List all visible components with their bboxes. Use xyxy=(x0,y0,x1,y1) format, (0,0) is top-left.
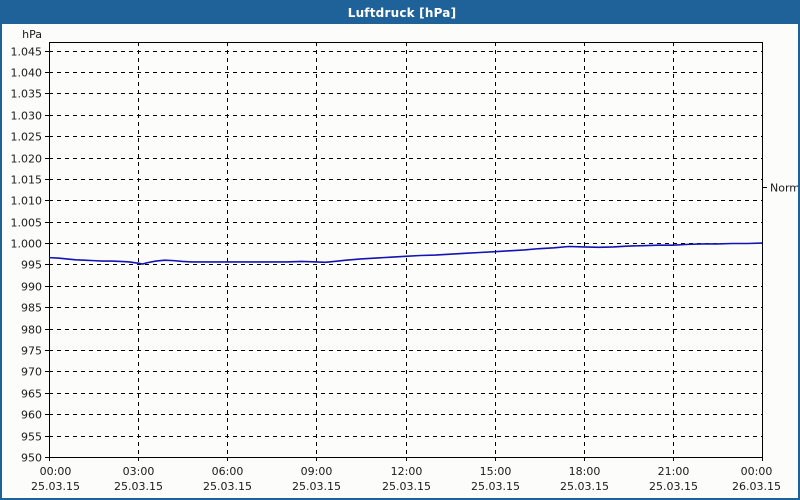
y-axis-tick-label: 985 xyxy=(21,302,42,315)
y-axis-tick-label: 975 xyxy=(21,345,42,358)
series-lines xyxy=(48,242,763,265)
annotations: Normal xyxy=(762,182,798,195)
window-title-bar: Luftdruck [hPa] xyxy=(2,2,798,24)
x-axis-time-label: 21:00 xyxy=(658,465,690,478)
y-axis-tick-label: 1.000 xyxy=(11,238,43,251)
y-axis-tick-label: 1.030 xyxy=(11,110,43,123)
y-axis-tick-label: 990 xyxy=(21,281,42,294)
y-axis-tick-label: 965 xyxy=(21,388,42,401)
y-axis-tick-label: 995 xyxy=(21,259,42,272)
x-axis-date-label: 26.03.15 xyxy=(732,480,781,493)
x-axis-date-label: 25.03.15 xyxy=(649,480,698,493)
y-axis-tick-label: 1.005 xyxy=(11,217,43,230)
x-axis-date-label: 25.03.15 xyxy=(471,480,520,493)
x-axis-date-label: 25.03.15 xyxy=(560,480,609,493)
page-title: Luftdruck [hPa] xyxy=(347,6,457,20)
x-axis-time-label: 03:00 xyxy=(123,465,155,478)
x-axis-time-label: 15:00 xyxy=(480,465,512,478)
y-axis-tick-label: 1.010 xyxy=(11,195,43,208)
y-axis-tick-label: 1.045 xyxy=(11,46,43,59)
y-axis-unit-label: hPa xyxy=(22,28,42,41)
y-axis-tick-label: 1.025 xyxy=(11,131,43,144)
x-axis-labels: 00:00 25.03.15 03:00 25.03.15 06:00 25.03.15 0… xyxy=(31,465,781,493)
x-axis-time-label: 09:00 xyxy=(301,465,333,478)
x-axis-date-label: 25.03.15 xyxy=(114,480,163,493)
x-axis-time-label: 06:00 xyxy=(212,465,244,478)
y-axis-tick-label: 1.040 xyxy=(11,67,43,80)
x-axis-date-label: 25.03.15 xyxy=(31,480,80,493)
x-axis-time-label: 00:00 xyxy=(40,465,72,478)
x-axis-date-label: 25.03.15 xyxy=(382,480,431,493)
x-axis-time-label: 12:00 xyxy=(391,465,423,478)
pressure-line-chart: Normal 1.0451.0401.0351.0301.0251.0201.0… xyxy=(11,28,799,493)
y-axis-tick-label: 1.035 xyxy=(11,88,43,101)
x-axis-time-label: 00:00 xyxy=(741,465,773,478)
x-axis-time-label: 18:00 xyxy=(569,465,601,478)
series-legend-label-normal: Normal xyxy=(770,182,798,195)
y-axis-tick-label: 970 xyxy=(21,366,42,379)
chart-canvas: Normal 1.0451.0401.0351.0301.0251.0201.0… xyxy=(2,24,798,498)
y-axis-tick-label: 980 xyxy=(21,324,42,337)
gridlines xyxy=(49,42,762,457)
data-series-line xyxy=(48,242,763,265)
axis-frame xyxy=(45,42,763,461)
y-axis-tick-label: 955 xyxy=(21,431,42,444)
plot-frame xyxy=(49,42,763,458)
y-axis-tick-label: 960 xyxy=(21,409,42,422)
y-axis-labels: 1.045 1.040 1.035 1.030 1.025 1.020 1.015 1.010… xyxy=(11,28,43,465)
y-axis-tick-label: 1.020 xyxy=(11,153,43,166)
x-axis-date-label: 25.03.15 xyxy=(292,480,341,493)
x-axis-date-label: 25.03.15 xyxy=(203,480,252,493)
y-axis-tick-label: 1.015 xyxy=(11,174,43,187)
y-axis-tick-label: 950 xyxy=(21,452,42,465)
